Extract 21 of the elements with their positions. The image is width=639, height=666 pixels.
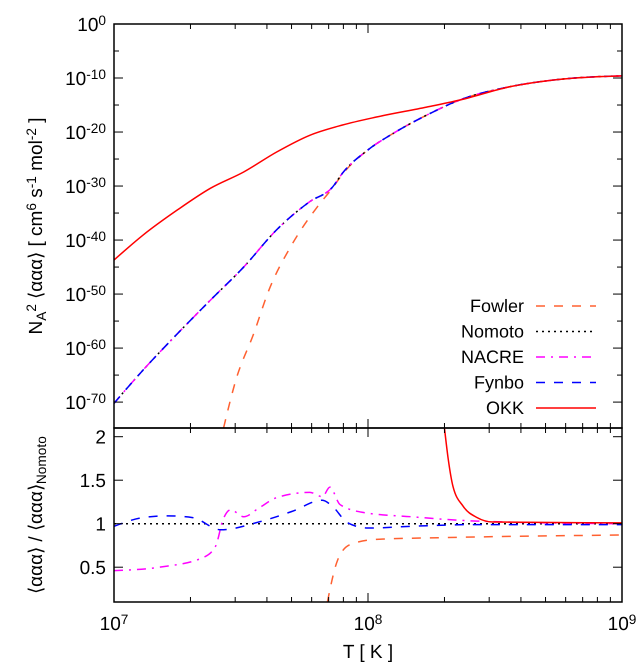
x-tick-label: 10$^{7}$	[100, 612, 128, 635]
y-tick-label: 10$^{-30}$	[65, 174, 106, 198]
legend-label: NACRE	[460, 347, 524, 367]
legend-label: OKK	[486, 398, 524, 418]
legend-label: Fowler	[470, 296, 524, 316]
x-axis-title: T [ K ]	[342, 642, 394, 663]
y-tick-label: 10$^{-20}$	[65, 120, 106, 144]
y-tick-label: 10$^{-10}$	[65, 66, 106, 90]
legend-label: Nomoto	[460, 322, 524, 342]
y-tick-label: 10$^{-60}$	[65, 336, 106, 360]
legend-label: Fynbo	[474, 372, 524, 392]
y-tick-label: 10$^{-50}$	[65, 282, 106, 306]
y-tick-label: 10$^{0}$	[77, 12, 106, 36]
y-tick-label: 0.5	[80, 558, 106, 580]
x-tick-label: 10$^{8}$	[354, 612, 383, 635]
y-tick-label: 10$^{-40}$	[65, 228, 106, 252]
y-tick-label: 2	[95, 428, 106, 449]
y-tick-label: 1	[95, 514, 106, 536]
y-tick-label: 10$^{-70}$	[65, 390, 106, 414]
x-tick-label: 10$^{9}$	[608, 612, 636, 635]
y-tick-label: 1.5	[80, 471, 106, 492]
